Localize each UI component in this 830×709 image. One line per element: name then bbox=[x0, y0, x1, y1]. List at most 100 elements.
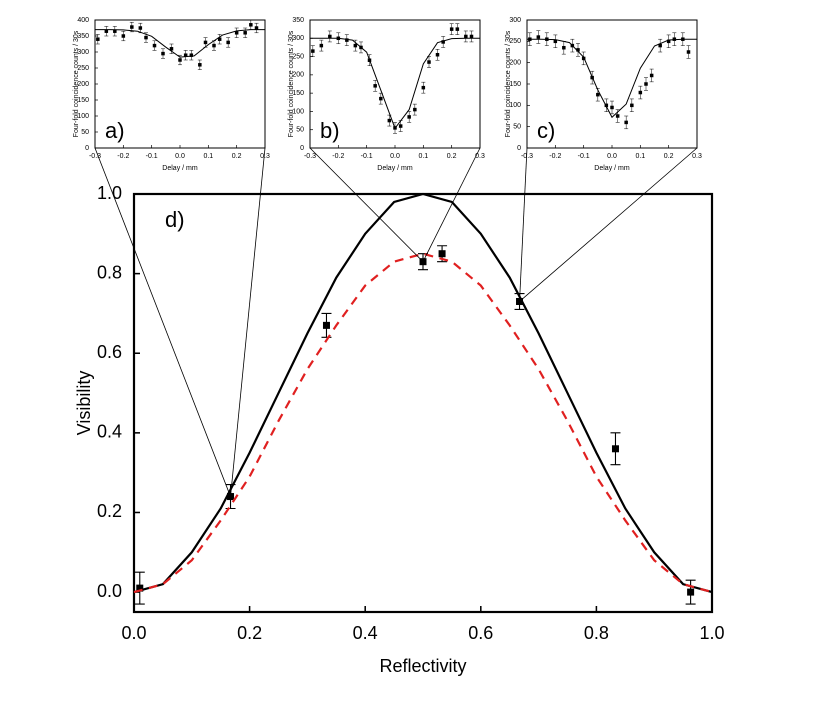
chart-panel: -0.3 -0.2 -0.1 0.0 0.1 0.2 0.3 0 50 100 150 200 250 3… bbox=[73, 17, 270, 172]
panel-annotation: a) bbox=[105, 118, 125, 143]
connector-line bbox=[519, 147, 528, 302]
x-tick-label: 0.6 bbox=[468, 623, 493, 643]
x-axis-label: Delay / mm bbox=[162, 165, 198, 172]
data-point bbox=[562, 45, 566, 50]
fit-curve bbox=[310, 37, 480, 130]
fit-curve bbox=[95, 29, 265, 58]
data-point bbox=[413, 107, 417, 112]
data-point bbox=[630, 103, 634, 108]
data-point bbox=[649, 73, 654, 78]
data-point bbox=[353, 43, 358, 48]
y-tick-label: 0.0 bbox=[97, 581, 122, 601]
x-tick-label: -0.3 bbox=[89, 153, 101, 160]
data-point bbox=[254, 26, 259, 30]
data-point bbox=[421, 85, 426, 90]
data-point bbox=[96, 37, 100, 41]
data-point bbox=[234, 31, 239, 35]
x-tick-label: -0.2 bbox=[332, 153, 344, 160]
x-axis-label: Reflectivity bbox=[379, 656, 466, 676]
x-axis-label: Delay / mm bbox=[377, 165, 413, 172]
x-tick-label: 0.1 bbox=[635, 153, 645, 160]
y-axis-label: Four-fold coincidence counts / 30s bbox=[73, 30, 80, 137]
data-point bbox=[243, 31, 247, 35]
y-tick-label: 0.4 bbox=[97, 422, 122, 442]
data-point bbox=[169, 47, 174, 51]
x-tick-label: 0.2 bbox=[664, 153, 674, 160]
y-tick-label: 400 bbox=[77, 17, 89, 24]
data-point bbox=[328, 34, 332, 39]
data-point bbox=[249, 23, 253, 27]
connector-line bbox=[230, 147, 266, 497]
data-point bbox=[435, 52, 440, 57]
data-point bbox=[672, 37, 677, 41]
data-point bbox=[644, 82, 648, 86]
data-point bbox=[536, 35, 541, 39]
x-tick-label: -0.1 bbox=[578, 153, 590, 160]
data-point bbox=[136, 584, 144, 592]
data-point bbox=[615, 114, 620, 118]
y-axis-label: Visibility bbox=[74, 371, 94, 436]
data-point bbox=[113, 29, 117, 33]
data-point bbox=[319, 43, 324, 48]
data-point bbox=[438, 250, 446, 258]
x-tick-label: 0.8 bbox=[584, 623, 609, 643]
data-point bbox=[130, 25, 134, 29]
data-point bbox=[638, 90, 643, 95]
y-tick-label: 300 bbox=[509, 17, 521, 24]
chart-panel: -0.3 -0.2 -0.1 0.0 0.1 0.2 0.3 0 50 100 150 200 250 3… bbox=[288, 17, 485, 172]
data-point bbox=[441, 40, 445, 44]
x-axis-label: Delay / mm bbox=[594, 165, 630, 172]
y-tick-label: 0 bbox=[300, 145, 304, 152]
data-point bbox=[553, 39, 558, 44]
data-point bbox=[373, 84, 377, 88]
data-point bbox=[624, 120, 628, 125]
data-point bbox=[217, 37, 222, 41]
y-tick-label: 300 bbox=[292, 35, 304, 42]
y-tick-label: 1.0 bbox=[97, 183, 122, 203]
y-tick-label: 250 bbox=[509, 38, 521, 45]
data-point bbox=[596, 92, 600, 97]
x-tick-label: -0.1 bbox=[361, 153, 373, 160]
data-point bbox=[407, 115, 411, 119]
data-point bbox=[198, 63, 202, 67]
y-tick-label: 200 bbox=[509, 60, 521, 67]
data-point bbox=[226, 40, 230, 45]
chart-panel: -0.3 -0.2 -0.1 0.0 0.1 0.2 0.3 0 50 100 150 200 250 3… bbox=[505, 17, 702, 172]
x-tick-label: 0.0 bbox=[607, 153, 617, 160]
connector-line bbox=[94, 147, 231, 497]
connector-line bbox=[422, 147, 481, 262]
y-tick-label: 250 bbox=[77, 65, 89, 72]
data-point bbox=[322, 321, 330, 329]
data-point bbox=[104, 29, 109, 33]
data-point bbox=[379, 96, 383, 101]
data-point bbox=[144, 35, 148, 40]
x-tick-label: 0.3 bbox=[475, 153, 485, 160]
data-point bbox=[183, 53, 188, 57]
y-tick-label: 300 bbox=[77, 49, 89, 56]
y-axis-label: Four-fold coincidence counts / 30s bbox=[288, 30, 295, 137]
x-tick-label: -0.3 bbox=[304, 153, 316, 160]
chart-panel: 0.0 0.2 0.4 0.6 0.8 1.0 0.0 0.2 0.4 0.6 0.8 1.0 Refl… bbox=[74, 183, 725, 676]
data-point bbox=[138, 26, 143, 30]
data-point bbox=[610, 105, 614, 110]
fit-curve bbox=[133, 252, 713, 594]
x-tick-label: -0.1 bbox=[146, 153, 158, 160]
y-tick-label: 50 bbox=[513, 124, 521, 131]
y-tick-label: 350 bbox=[77, 33, 89, 40]
connector-line bbox=[309, 147, 424, 262]
data-point bbox=[189, 53, 194, 57]
y-tick-label: 250 bbox=[292, 53, 304, 60]
y-tick-label: 150 bbox=[509, 81, 521, 88]
x-tick-label: 0.0 bbox=[175, 153, 185, 160]
data-point bbox=[398, 124, 403, 128]
y-tick-label: 100 bbox=[77, 113, 89, 120]
data-point bbox=[469, 34, 474, 39]
x-tick-label: -0.2 bbox=[117, 153, 129, 160]
x-tick-label: 1.0 bbox=[699, 623, 724, 643]
data-point bbox=[687, 588, 695, 596]
connector-line bbox=[519, 147, 698, 302]
x-tick-label: 0.4 bbox=[353, 623, 378, 643]
x-tick-label: 0.1 bbox=[203, 153, 213, 160]
y-tick-label: 0 bbox=[85, 145, 89, 152]
